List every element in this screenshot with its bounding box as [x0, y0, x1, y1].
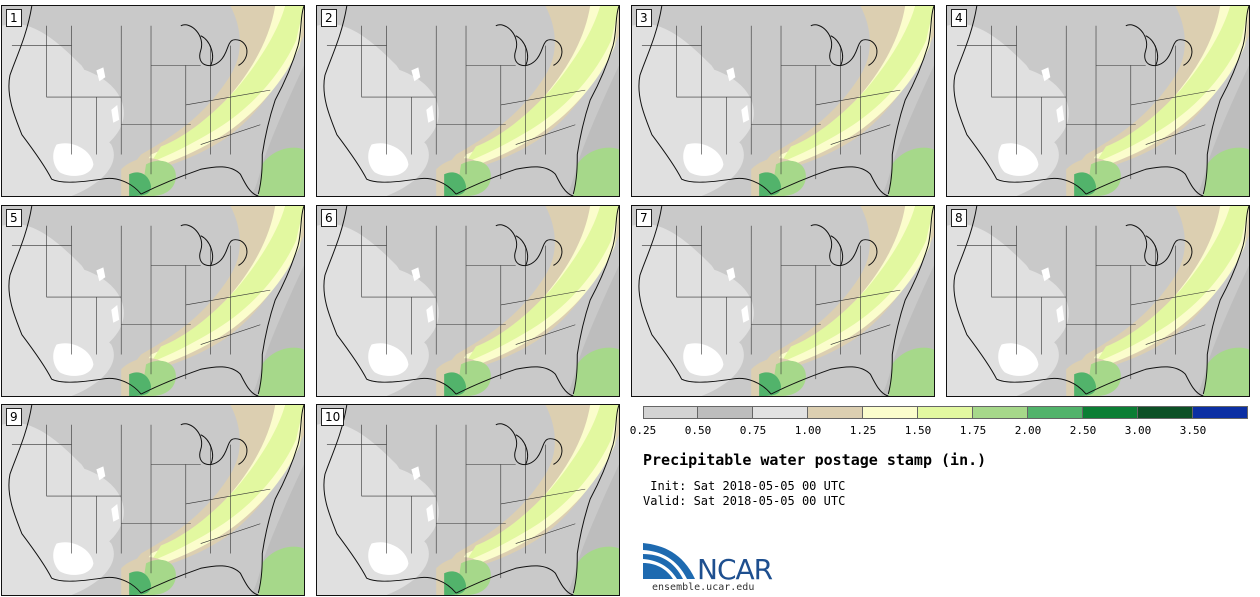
legend-tick-label: 1.50	[904, 424, 932, 437]
postage-stamp-map: 2	[316, 5, 620, 197]
legend-swatch	[698, 406, 753, 419]
legend-tick-label: 0.25	[629, 424, 657, 437]
member-number-label: 1	[6, 9, 22, 27]
site-url: ensemble.ucar.edu	[652, 582, 755, 593]
member-number-label: 2	[321, 9, 337, 27]
member-number-label: 9	[6, 408, 22, 426]
postage-stamp-map: 8	[946, 205, 1250, 397]
legend-swatch	[973, 406, 1028, 419]
legend-tick-label: 3.50	[1179, 424, 1207, 437]
figure-title: Precipitable water postage stamp (in.)	[643, 451, 987, 469]
legend-swatch	[808, 406, 863, 419]
legend-swatch	[1193, 406, 1248, 419]
logo-wordmark: NCAR	[697, 553, 773, 586]
member-number-label: 10	[321, 408, 345, 426]
legend-tick-label: 1.25	[849, 424, 877, 437]
legend-swatch	[1083, 406, 1138, 419]
legend-swatch	[753, 406, 808, 419]
postage-stamp-map: 1	[1, 5, 305, 197]
postage-stamp-map: 5	[1, 205, 305, 397]
postage-stamp-map: 7	[631, 205, 935, 397]
legend-tick-label: 3.00	[1124, 424, 1152, 437]
member-number-label: 7	[636, 209, 652, 227]
postage-stamp-map: 4	[946, 5, 1250, 197]
legend-swatch	[863, 406, 918, 419]
init-time: Init: Sat 2018-05-05 00 UTC	[643, 479, 846, 493]
member-number-label: 6	[321, 209, 337, 227]
legend-swatch	[643, 406, 698, 419]
valid-time: Valid: Sat 2018-05-05 00 UTC	[643, 494, 846, 508]
legend-swatch	[918, 406, 973, 419]
colorbar-legend: 0.25 0.50 0.75 1.00 1.25 1.50 1.75 2.00 2.50 3.00…	[630, 406, 1248, 437]
legend-tick-label: 0.50	[684, 424, 712, 437]
legend-tick-label: 2.00	[1014, 424, 1042, 437]
member-number-label: 4	[951, 9, 967, 27]
postage-stamp-map: 9	[1, 404, 305, 596]
legend-tick-label: 1.75	[959, 424, 987, 437]
legend-tick-label: 2.50	[1069, 424, 1097, 437]
postage-stamp-map: 6	[316, 205, 620, 397]
postage-stamp-map: 10	[316, 404, 620, 596]
member-number-label: 3	[636, 9, 652, 27]
member-number-label: 8	[951, 209, 967, 227]
legend-swatch	[1138, 406, 1193, 419]
legend-tick-label: 1.00	[794, 424, 822, 437]
legend-tick-label: 0.75	[739, 424, 767, 437]
member-number-label: 5	[6, 209, 22, 227]
postage-stamp-map: 3	[631, 5, 935, 197]
ncar-logo-icon	[643, 543, 695, 579]
legend-swatch	[1028, 406, 1083, 419]
